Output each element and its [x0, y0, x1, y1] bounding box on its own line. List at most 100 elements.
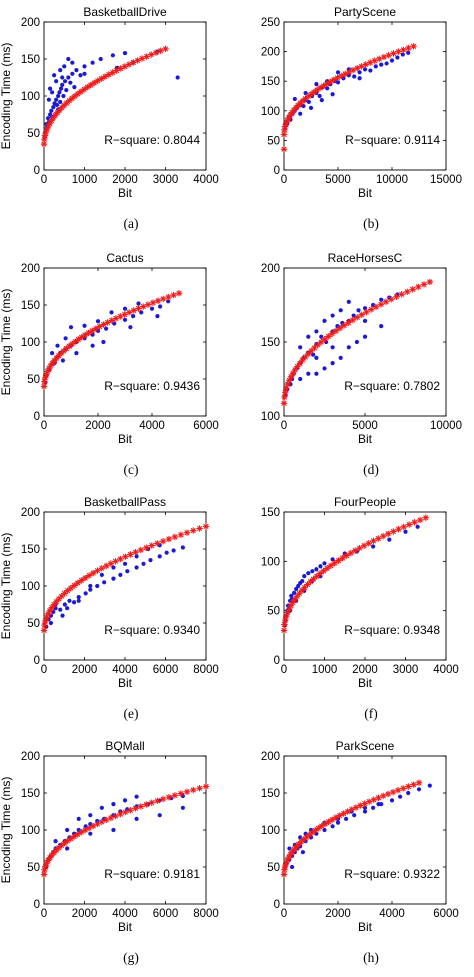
fit-point: [41, 621, 48, 629]
fit-point: [171, 792, 179, 799]
r-square-annotation: R−square: 0.9348: [344, 623, 440, 637]
scatter-point: [314, 371, 319, 376]
scatter-point: [60, 75, 65, 80]
scatter-point: [415, 524, 420, 529]
x-axis-label: Bit: [358, 432, 373, 446]
fit-series: [40, 45, 169, 148]
fit-point: [122, 808, 129, 816]
scatter-series: [43, 299, 171, 385]
fit-point: [375, 535, 382, 542]
scatter-series: [282, 50, 411, 131]
x-axis-label: Bit: [358, 920, 373, 934]
fit-point: [137, 546, 145, 554]
y-tick-label: 150: [261, 76, 280, 88]
scatter-point: [308, 105, 314, 110]
fit-point: [107, 814, 115, 822]
scatter-point: [50, 90, 55, 95]
scatter-point: [318, 564, 323, 569]
panel-title: PartyScene: [334, 5, 396, 19]
x-tick-label: 0: [281, 908, 287, 920]
subfigure-caption: (b): [363, 216, 379, 231]
fit-point: [371, 57, 378, 64]
scatter-point: [157, 554, 162, 559]
x-axis-label: Bit: [118, 676, 133, 690]
fit-point: [385, 530, 392, 538]
scatter-point: [65, 606, 70, 611]
scatter-point: [314, 355, 319, 360]
fit-point: [307, 347, 315, 355]
scatter-point: [166, 299, 171, 304]
fit-point: [332, 327, 340, 335]
scatter-point: [57, 90, 62, 95]
scatter-series: [282, 524, 420, 628]
fit-point: [71, 582, 78, 589]
scatter-point: [50, 351, 55, 356]
scatter-point: [362, 809, 368, 814]
fit-point: [177, 531, 185, 538]
fit-point: [80, 86, 88, 93]
scatter-point: [122, 50, 128, 56]
x-tick-label: 2000: [325, 908, 351, 920]
scatter-point: [95, 319, 101, 324]
scatter-point: [322, 561, 327, 566]
scatter-point: [330, 345, 335, 350]
fit-point: [411, 519, 418, 526]
fit-point: [117, 810, 124, 818]
fit-point: [328, 330, 336, 337]
scatter-point: [134, 816, 139, 822]
scatter-point: [376, 802, 381, 807]
scatter-point: [122, 798, 128, 803]
scatter-point: [90, 60, 95, 65]
scatter-point: [61, 93, 66, 99]
scatter-point: [335, 70, 341, 75]
fit-point: [370, 537, 377, 545]
scatter-point: [149, 306, 155, 311]
scatter-point: [56, 93, 61, 99]
fit-point: [137, 803, 145, 810]
panel-title: BQMall: [105, 739, 144, 753]
scatter-point: [292, 96, 297, 102]
fit-point: [405, 783, 412, 790]
scatter-point: [371, 544, 376, 549]
fit-point: [159, 295, 167, 303]
fit-point: [345, 319, 352, 326]
fit-point: [177, 790, 185, 797]
y-tick-label: 100: [21, 581, 40, 593]
fit-point: [92, 325, 100, 332]
scatter-point: [62, 64, 67, 69]
fit-point: [127, 551, 134, 558]
scatter-point: [88, 831, 93, 836]
fit-point: [349, 316, 356, 324]
scatter-point: [60, 358, 65, 363]
y-tick-label: 150: [21, 544, 40, 556]
fit-point: [422, 514, 429, 521]
fit-point: [385, 52, 392, 59]
fit-point: [280, 627, 288, 634]
r-square-annotation: R−square: 0.9322: [344, 867, 440, 881]
r-square-annotation: R−square: 0.9114: [345, 133, 440, 147]
plot-frame: [283, 21, 447, 171]
fit-point: [154, 540, 161, 547]
panel-7: BQMall 0 2000 4000 6000 8000 0 50 100 150 200 Bit En…: [0, 739, 219, 965]
fit-point: [280, 131, 288, 138]
scatter-point: [48, 620, 54, 626]
x-axis-label: Bit: [118, 186, 133, 200]
fit-point: [327, 562, 334, 569]
scatter-point: [95, 583, 100, 589]
y-tick-label: 50: [267, 862, 280, 874]
scatter-point: [49, 108, 54, 113]
y-tick-label: 0: [274, 165, 280, 177]
scatter-point: [82, 71, 87, 76]
scatter-point: [314, 82, 319, 87]
scatter-point: [294, 586, 299, 592]
y-tick-label: 200: [21, 507, 40, 519]
panel-8: ParkScene 0 2000 4000 6000 0 50 100 150 200 Bit R−s…: [261, 739, 459, 965]
x-tick-label: 15000: [430, 174, 462, 186]
fit-point: [140, 303, 147, 310]
subfigure-caption: (d): [363, 462, 379, 477]
x-tick-label: 5000: [352, 420, 378, 432]
scatter-point: [148, 558, 153, 563]
scatter-point: [54, 97, 59, 102]
scatter-point: [406, 50, 411, 55]
y-tick-label: 50: [267, 135, 280, 147]
